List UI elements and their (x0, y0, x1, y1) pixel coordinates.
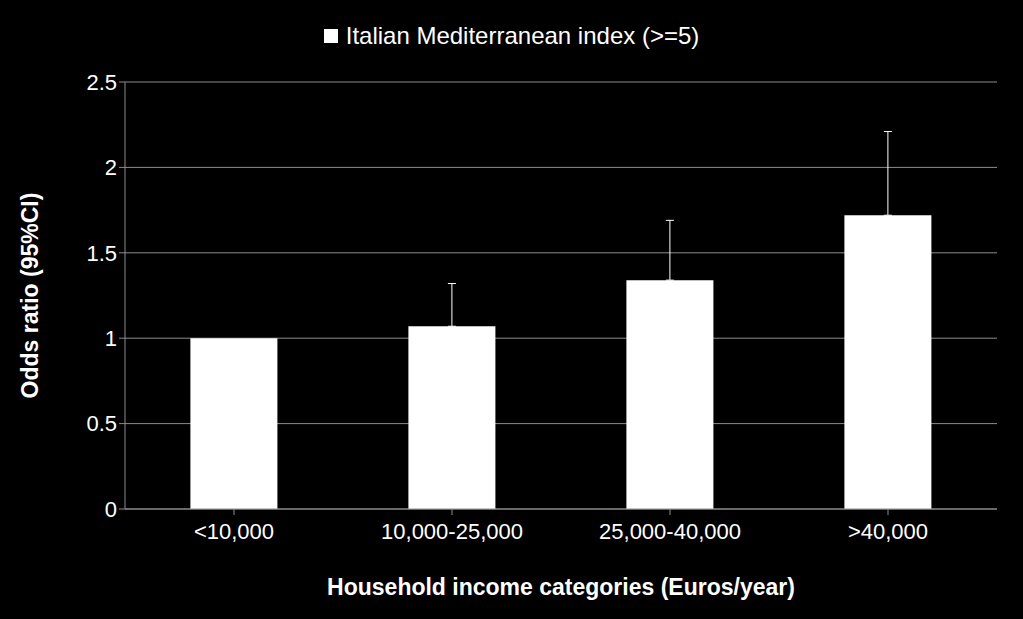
svg-text:0: 0 (105, 497, 117, 522)
svg-text:>40,000: >40,000 (848, 519, 928, 544)
svg-text:25,000-40,000: 25,000-40,000 (599, 519, 741, 544)
svg-text:10,000-25,000: 10,000-25,000 (381, 519, 523, 544)
html-text:Italian Mediterranean index (>: Italian Mediterranean index (>=5) (345, 22, 700, 49)
svg-text:Household income categories (E: Household income categories (Euros/year) (327, 574, 795, 600)
svg-text:2.5: 2.5 (86, 70, 117, 95)
svg-text:1.5: 1.5 (86, 241, 117, 266)
svg-text:0.5: 0.5 (86, 411, 117, 436)
svg-text:Odds ratio (95%CI): Odds ratio (95%CI) (17, 193, 43, 399)
svg-text:<10,000: <10,000 (194, 519, 274, 544)
svg-text:1: 1 (105, 326, 117, 351)
svg-text:2: 2 (105, 155, 117, 180)
